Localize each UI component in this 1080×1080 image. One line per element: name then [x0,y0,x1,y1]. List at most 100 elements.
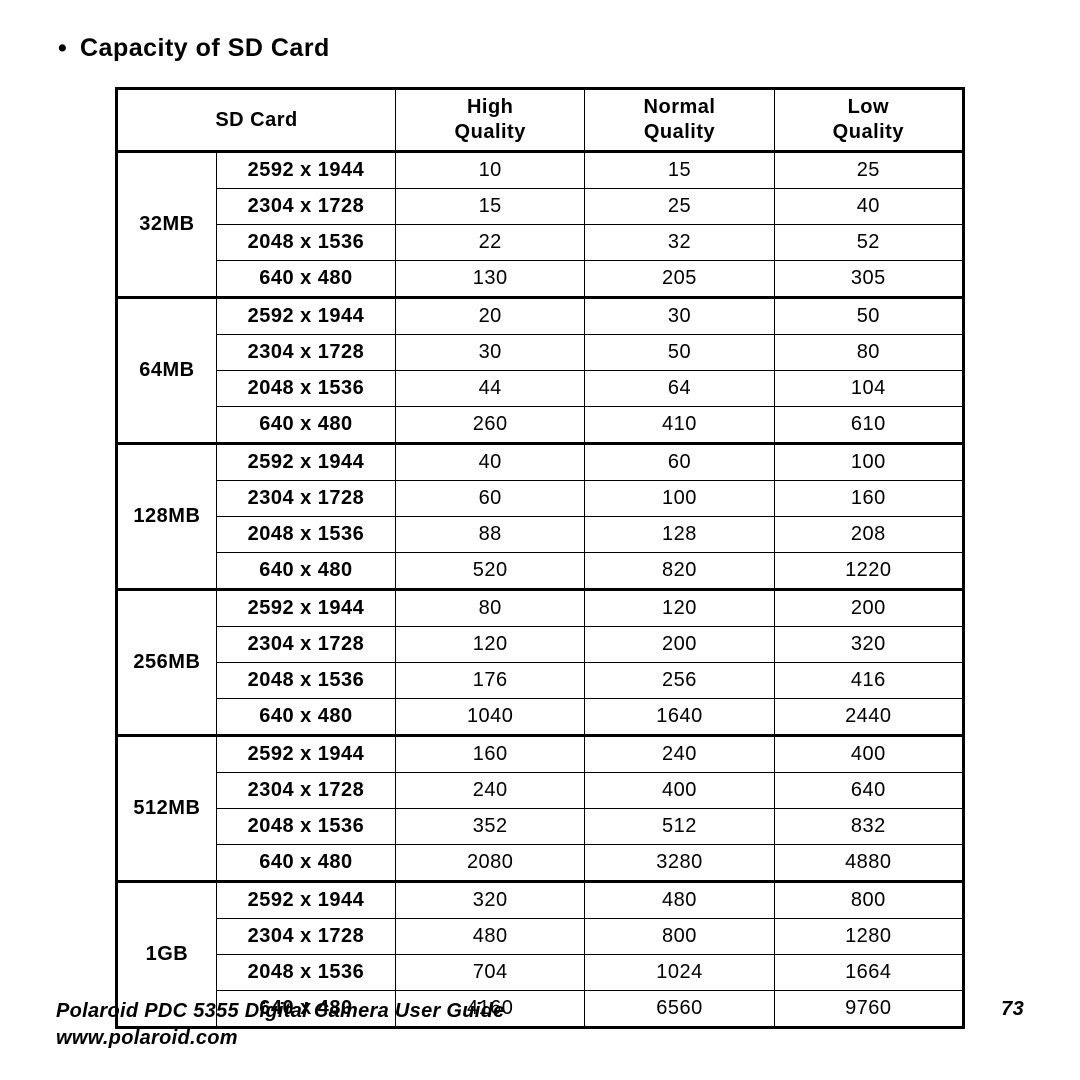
value-cell: 44 [396,371,585,407]
value-cell: 120 [585,590,774,627]
table-row: 2048 x 153688128208 [117,517,964,553]
value-cell: 2080 [396,845,585,882]
table-row: 640 x 480130205305 [117,261,964,298]
value-cell: 205 [585,261,774,298]
resolution-cell: 2592 x 1944 [216,298,395,335]
table-row: 64MB2592 x 1944203050 [117,298,964,335]
value-cell: 88 [396,517,585,553]
resolution-cell: 2304 x 1728 [216,773,395,809]
resolution-cell: 640 x 480 [216,553,395,590]
value-cell: 208 [774,517,963,553]
value-cell: 64 [585,371,774,407]
table-row: 640 x 480208032804880 [117,845,964,882]
table-row: 2304 x 1728240400640 [117,773,964,809]
size-cell: 32MB [117,152,217,298]
capacity-table: SD Card HighQuality NormalQuality LowQua… [115,87,965,1029]
value-cell: 260 [396,407,585,444]
value-cell: 410 [585,407,774,444]
value-cell: 800 [774,882,963,919]
size-cell: 64MB [117,298,217,444]
footer-url: www.polaroid.com [56,1025,505,1052]
value-cell: 1664 [774,955,963,991]
col-sd-card: SD Card [117,89,396,152]
table-row: 2304 x 172860100160 [117,481,964,517]
resolution-cell: 2592 x 1944 [216,152,395,189]
value-cell: 60 [396,481,585,517]
value-cell: 4880 [774,845,963,882]
table-row: 2048 x 153670410241664 [117,955,964,991]
value-cell: 640 [774,773,963,809]
table-row: 640 x 4805208201220 [117,553,964,590]
value-cell: 512 [585,809,774,845]
value-cell: 200 [774,590,963,627]
table-row: 2304 x 1728120200320 [117,627,964,663]
table-row: 512MB2592 x 1944160240400 [117,736,964,773]
footer-guide: Polaroid PDC 5355 Digital Camera User Gu… [56,998,505,1025]
col-high-quality: HighQuality [396,89,585,152]
table-row: 2048 x 15364464104 [117,371,964,407]
bullet-icon: • [58,34,80,63]
table-row: 128MB2592 x 19444060100 [117,444,964,481]
value-cell: 400 [585,773,774,809]
resolution-cell: 2048 x 1536 [216,809,395,845]
value-cell: 1280 [774,919,963,955]
value-cell: 10 [396,152,585,189]
table-row: 2304 x 1728305080 [117,335,964,371]
resolution-cell: 2304 x 1728 [216,481,395,517]
value-cell: 480 [396,919,585,955]
resolution-cell: 2304 x 1728 [216,919,395,955]
value-cell: 610 [774,407,963,444]
value-cell: 130 [396,261,585,298]
value-cell: 60 [585,444,774,481]
value-cell: 704 [396,955,585,991]
resolution-cell: 2304 x 1728 [216,627,395,663]
resolution-cell: 640 x 480 [216,845,395,882]
value-cell: 176 [396,663,585,699]
value-cell: 416 [774,663,963,699]
table-row: 640 x 480104016402440 [117,699,964,736]
title-text: Capacity of SD Card [80,34,330,62]
value-cell: 160 [774,481,963,517]
value-cell: 1640 [585,699,774,736]
value-cell: 40 [774,189,963,225]
table-row: 32MB2592 x 1944101525 [117,152,964,189]
resolution-cell: 2048 x 1536 [216,663,395,699]
section-title: •Capacity of SD Card [58,34,1024,63]
value-cell: 352 [396,809,585,845]
value-cell: 800 [585,919,774,955]
resolution-cell: 2592 x 1944 [216,882,395,919]
table-row: 2304 x 1728152540 [117,189,964,225]
table-row: 2048 x 1536223252 [117,225,964,261]
table-row: 1GB2592 x 1944320480800 [117,882,964,919]
table-row: 2048 x 1536176256416 [117,663,964,699]
value-cell: 128 [585,517,774,553]
table-row: 256MB2592 x 194480120200 [117,590,964,627]
resolution-cell: 2048 x 1536 [216,517,395,553]
value-cell: 160 [396,736,585,773]
col-low-quality: LowQuality [774,89,963,152]
col-normal-quality: NormalQuality [585,89,774,152]
value-cell: 320 [774,627,963,663]
resolution-cell: 2048 x 1536 [216,225,395,261]
value-cell: 40 [396,444,585,481]
page-footer: Polaroid PDC 5355 Digital Camera User Gu… [56,998,1024,1052]
value-cell: 15 [396,189,585,225]
value-cell: 520 [396,553,585,590]
value-cell: 1040 [396,699,585,736]
table-row: 2048 x 1536352512832 [117,809,964,845]
size-cell: 256MB [117,590,217,736]
value-cell: 22 [396,225,585,261]
value-cell: 32 [585,225,774,261]
value-cell: 100 [585,481,774,517]
resolution-cell: 2048 x 1536 [216,955,395,991]
table-row: 2304 x 17284808001280 [117,919,964,955]
value-cell: 25 [585,189,774,225]
value-cell: 120 [396,627,585,663]
value-cell: 30 [585,298,774,335]
value-cell: 100 [774,444,963,481]
table-row: 640 x 480260410610 [117,407,964,444]
resolution-cell: 2592 x 1944 [216,736,395,773]
size-cell: 512MB [117,736,217,882]
size-cell: 128MB [117,444,217,590]
value-cell: 3280 [585,845,774,882]
